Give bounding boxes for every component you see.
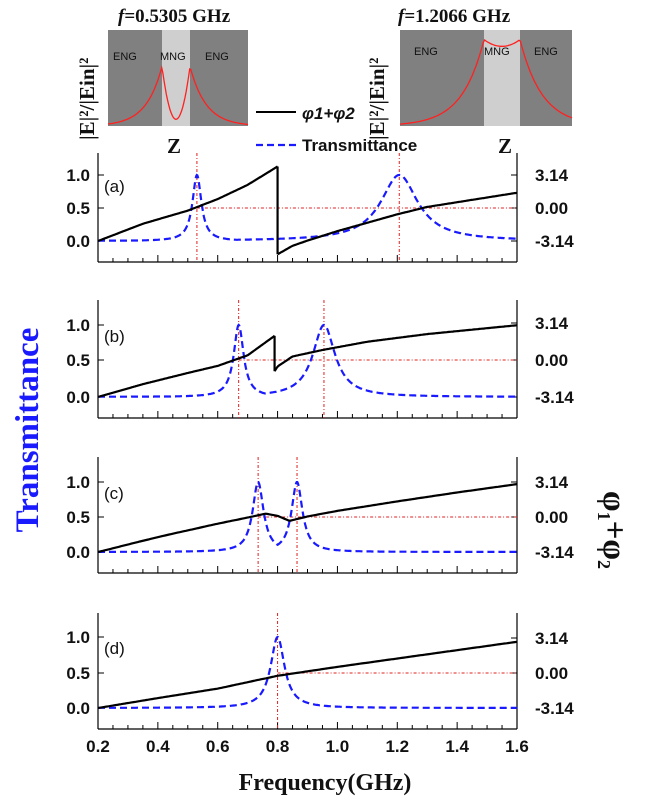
inset-right-region-right: ENG [534, 46, 558, 58]
panel-3-y-left-tick-label: 0.5 [66, 508, 90, 527]
panel-3-y-left-tick-label: 1.0 [66, 473, 90, 492]
panel-1-label: (a) [104, 177, 125, 196]
inset-right-region-left: ENG [414, 46, 438, 58]
panel-2: 0.0 0.5 1.0 -3.14 0.00 3.14 (b) [66, 300, 574, 419]
panel-2-label: (b) [104, 327, 125, 346]
inset-left: f=0.5305 GHz ENG MNG ENG |E|²/|Ein|² Z [75, 6, 249, 158]
panel-1-y-left-tick-label: 1.0 [66, 166, 90, 185]
panel-3-y-right-tick-label: -3.14 [535, 543, 574, 562]
inset-right-title-f: f [398, 6, 406, 27]
panel-3-y-right-tick-label: 0.00 [535, 508, 568, 527]
panel-3-phase-series-1 [97, 483, 518, 554]
panel-2-y-right-tick-label: 3.14 [535, 314, 569, 333]
legend: φ1+φ2 Transmittance [256, 104, 417, 155]
inset-left-region-right: ENG [205, 51, 229, 63]
inset-left-title: f=0.5305 GHz [118, 6, 231, 27]
panel-4-phase-series-1 [97, 640, 518, 710]
inset-left-title-f: f [118, 6, 126, 27]
x-tick-label: 0.6 [206, 737, 230, 756]
inset-left-region-left: ENG [113, 51, 137, 63]
panel-2-phase-series-1 [97, 334, 276, 399]
x-axis-label: Frequency(GHz) [239, 770, 412, 796]
legend-phase-label: φ1+φ2 [302, 104, 355, 123]
inset-left-eng-left [108, 30, 162, 126]
panel-3-y-left-tick-label: 0.0 [66, 543, 90, 562]
x-tick-label: 0.4 [146, 737, 170, 756]
panel-1-y-right-tick-label: 3.14 [535, 166, 569, 185]
panel-1-phase-series-2 [277, 191, 518, 256]
panel-2-y-left-tick-label: 0.5 [66, 351, 90, 370]
inset-right-mng [484, 30, 520, 126]
panel-4-y-right-tick-label: 3.14 [535, 629, 569, 648]
inset-left-title-value: =0.5305 GHz [124, 6, 230, 27]
panel-4-y-right-tick-label: 0.00 [535, 664, 568, 683]
panel-4-label: (d) [104, 639, 125, 658]
inset-right-title-value: =1.2066 GHz [404, 6, 510, 27]
inset-left-eng-right [190, 30, 248, 126]
x-tick-label: 0.2 [86, 737, 110, 756]
panel-4-y-right-tick-label: -3.14 [535, 699, 574, 718]
inset-right-eng-left [400, 30, 484, 126]
panel-1: 0.0 0.5 1.0 -3.14 0.00 3.14 (a) [66, 153, 574, 263]
inset-right-ylabel: |E|²/|Ein|² [365, 58, 389, 140]
inset-right-field-curve [399, 39, 573, 125]
legend-transmittance-label: Transmittance [302, 136, 417, 155]
inset-right-eng-right [520, 30, 572, 126]
inset-left-xlabel: Z [167, 134, 181, 158]
panel-4-y-left-tick-label: 1.0 [66, 628, 90, 647]
inset-left-ylabel: |E|²/|Ein|² [75, 58, 99, 140]
y-axis-left-label: Transmittance [10, 328, 46, 533]
panel-2-y-right-tick-label: -3.14 [535, 388, 574, 407]
panels: 0.00.51.0-3.140.003.14(a)0.00.51.0-3.140… [66, 153, 574, 730]
x-tick-label: 1.6 [505, 737, 529, 756]
y-axis-right-label-plus: +φ [596, 521, 632, 560]
y-axis-right-label-phi1: φ [596, 491, 632, 512]
panel-1-phase-series-1 [97, 165, 279, 243]
panel-1-transmittance-series [98, 173, 517, 242]
panel-2-y-left-tick-label: 0.0 [66, 388, 90, 407]
inset-right-region-mid: MNG [484, 46, 510, 58]
panel-2-y-left-tick-label: 1.0 [66, 316, 90, 335]
inset-right-title: f=1.2066 GHz [398, 6, 511, 27]
inset-right: f=1.2066 GHz ENG MNG ENG |E|²/|Ein|² Z [365, 6, 573, 158]
inset-left-field-curve [107, 65, 249, 126]
y-axis-right-label-sub2: 2 [594, 560, 614, 569]
panel-4-y-left-tick-label: 0.5 [66, 664, 90, 683]
panel-4: 0.0 0.5 1.0 -3.14 0.00 3.14 (d) [66, 613, 574, 730]
panel-4-transmittance-series [98, 635, 517, 709]
panel-2-phase-series-2 [273, 324, 518, 372]
panel-1-y-left-tick-label: 0.0 [66, 232, 90, 251]
panel-1-y-right-tick-label: 0.00 [535, 199, 568, 218]
x-tick-label: 1.2 [385, 737, 409, 756]
x-tick-label: 1.0 [326, 737, 350, 756]
panel-2-transmittance-series [98, 323, 518, 398]
panel-3-label: (c) [104, 484, 124, 503]
panel-3: 0.0 0.5 1.0 -3.14 0.00 3.14 (c) [66, 457, 574, 574]
inset-left-region-mid: MNG [160, 51, 186, 63]
panel-3-y-right-tick-label: 3.14 [535, 473, 569, 492]
panel-3-transmittance-series [98, 481, 517, 553]
inset-left-mng [162, 30, 190, 126]
panel-4-y-left-tick-label: 0.0 [66, 699, 90, 718]
x-tick-labels: 0.2 0.4 0.6 0.8 1.0 1.2 1.4 1.6 [86, 737, 529, 756]
panel-1-y-right-tick-label: -3.14 [535, 232, 574, 251]
x-tick-label: 1.4 [445, 737, 469, 756]
y-axis-right-label-sub1: 1 [594, 512, 614, 521]
inset-right-xlabel: Z [498, 134, 512, 158]
panel-1-y-left-tick-label: 0.5 [66, 199, 90, 218]
y-axis-right-label: φ1+φ2 [594, 491, 632, 569]
x-tick-label: 0.8 [266, 737, 290, 756]
panel-2-y-right-tick-label: 0.00 [535, 351, 568, 370]
